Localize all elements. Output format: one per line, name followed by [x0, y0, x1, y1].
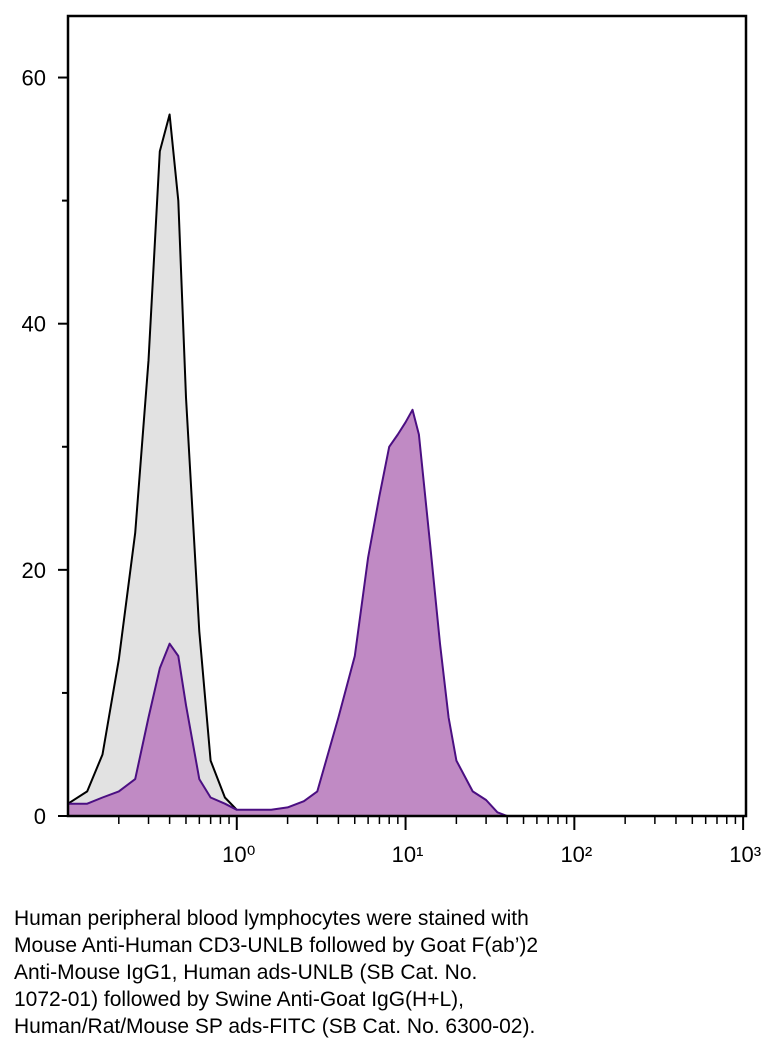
x-tick-label: 10³ [729, 842, 761, 867]
caption-line: Mouse Anti-Human CD3-UNLB followed by Go… [14, 934, 538, 957]
y-tick-label: 0 [34, 804, 46, 829]
caption-line: Human/Rat/Mouse SP ads-FITC (SB Cat. No.… [14, 1015, 535, 1038]
y-tick-label: 60 [22, 66, 46, 91]
plot-frame [66, 14, 748, 818]
x-tick-label: 10¹ [392, 842, 424, 867]
area-fill [68, 114, 744, 816]
caption-line: Human peripheral blood lymphocytes were … [14, 907, 529, 930]
area-fill [68, 409, 744, 816]
caption-line: 1072-01) followed by Swine Anti-Goat IgG… [14, 988, 464, 1011]
x-tick-label: 10⁰ [222, 842, 255, 867]
x-tick-label: 10² [560, 842, 592, 867]
y-tick-label: 20 [22, 558, 46, 583]
caption-line: Anti-Mouse IgG1, Human ads-UNLB (SB Cat.… [14, 961, 477, 984]
y-tick-label: 40 [22, 312, 46, 337]
histogram-line [68, 408, 744, 817]
